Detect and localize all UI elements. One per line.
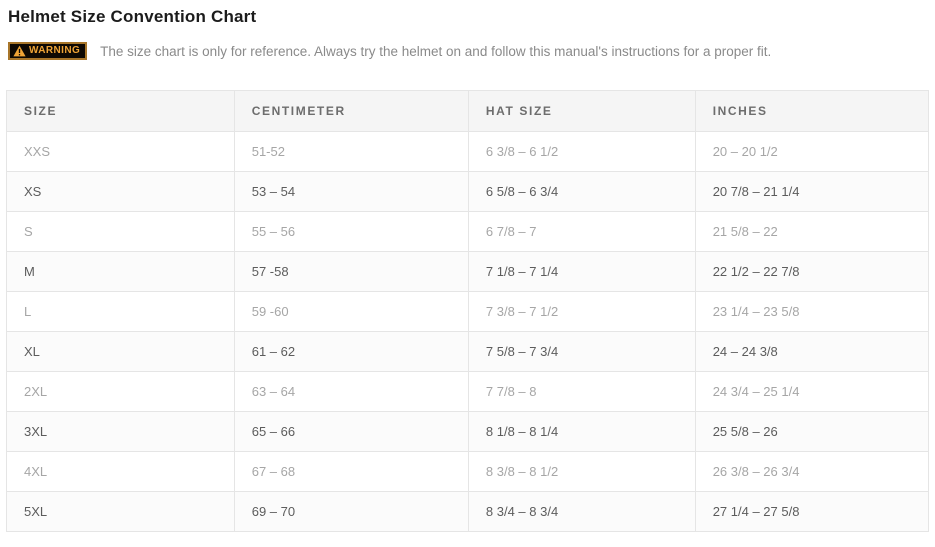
table-cell: 6 7/8 – 7 [467, 211, 696, 252]
table-row: XS 53 – 54 6 5/8 – 6 3/4 20 7/8 – 21 1/4 [6, 171, 930, 212]
table-cell: 8 3/4 – 8 3/4 [467, 491, 696, 532]
column-header: SIZE [6, 90, 235, 132]
table-cell: 63 – 64 [233, 371, 469, 412]
warning-triangle-icon [13, 45, 26, 57]
table-cell: 8 3/8 – 8 1/2 [467, 451, 696, 492]
table-cell: 23 1/4 – 23 5/8 [694, 291, 930, 332]
table-row: M 57 -58 7 1/8 – 7 1/4 22 1/2 – 22 7/8 [6, 251, 930, 292]
table-row: 5XL 69 – 70 8 3/4 – 8 3/4 27 1/4 – 27 5/8 [6, 491, 930, 532]
page-title: Helmet Size Convention Chart [8, 7, 257, 26]
warning-badge: WARNING [8, 42, 88, 60]
table-body: XXS 51-52 6 3/8 – 6 1/2 20 – 20 1/2 XS 53 – 5… [6, 131, 930, 532]
table-row: 3XL 65 – 66 8 1/8 – 8 1/4 25 5/8 – 26 [6, 411, 930, 452]
warning-banner: WARNING The size chart is only for refer… [8, 42, 935, 60]
table-cell: 20 7/8 – 21 1/4 [694, 171, 930, 212]
table-cell: 24 – 24 3/8 [694, 331, 930, 372]
table-cell: 7 1/8 – 7 1/4 [467, 251, 696, 292]
table-cell: 22 1/2 – 22 7/8 [694, 251, 930, 292]
size-cell: 4XL [6, 451, 235, 492]
warning-badge-label: WARNING [29, 45, 81, 56]
table-cell: 6 5/8 – 6 3/4 [467, 171, 696, 212]
size-cell: 2XL [6, 371, 235, 412]
size-cell: S [6, 211, 235, 252]
page: Helmet Size Convention Chart WARNING The… [0, 7, 935, 547]
table-cell: 25 5/8 – 26 [694, 411, 930, 452]
table-row: XL 61 – 62 7 5/8 – 7 3/4 24 – 24 3/8 [6, 331, 930, 372]
table-row: S 55 – 56 6 7/8 – 7 21 5/8 – 22 [6, 211, 930, 252]
warning-text: The size chart is only for reference. Al… [100, 43, 772, 59]
size-cell: 5XL [6, 491, 235, 532]
table-cell: 27 1/4 – 27 5/8 [694, 491, 930, 532]
table-cell: 69 – 70 [233, 491, 469, 532]
table-cell: 7 3/8 – 7 1/2 [467, 291, 696, 332]
size-cell: XL [6, 331, 235, 372]
table-cell: 8 1/8 – 8 1/4 [467, 411, 696, 452]
table-cell: 7 7/8 – 8 [467, 371, 696, 412]
column-header: HAT SIZE [467, 90, 696, 132]
table-row: 2XL 63 – 64 7 7/8 – 8 24 3/4 – 25 1/4 [6, 371, 930, 412]
table-cell: 57 -58 [233, 251, 469, 292]
size-cell: 3XL [6, 411, 235, 452]
table-cell: 6 3/8 – 6 1/2 [467, 131, 696, 172]
table-cell: 26 3/8 – 26 3/4 [694, 451, 930, 492]
table-cell: 53 – 54 [233, 171, 469, 212]
table-row: XXS 51-52 6 3/8 – 6 1/2 20 – 20 1/2 [6, 131, 930, 172]
size-chart-table: SIZE CENTIMETER HAT SIZE INCHES XXS 51-52 6 3… [6, 90, 930, 532]
table-cell: 24 3/4 – 25 1/4 [694, 371, 930, 412]
table-cell: 55 – 56 [233, 211, 469, 252]
table-row: L 59 -60 7 3/8 – 7 1/2 23 1/4 – 23 5/8 [6, 291, 930, 332]
size-cell: M [6, 251, 235, 292]
size-cell: L [6, 291, 235, 332]
column-header: INCHES [694, 90, 930, 132]
table-cell: 7 5/8 – 7 3/4 [467, 331, 696, 372]
table-cell: 59 -60 [233, 291, 469, 332]
table-cell: 20 – 20 1/2 [694, 131, 930, 172]
table-cell: 61 – 62 [233, 331, 469, 372]
table-cell: 21 5/8 – 22 [694, 211, 930, 252]
header-row: SIZE CENTIMETER HAT SIZE INCHES [6, 90, 930, 132]
table-cell: 67 – 68 [233, 451, 469, 492]
size-cell: XS [6, 171, 235, 212]
table-cell: 51-52 [233, 131, 469, 172]
column-header: CENTIMETER [233, 90, 469, 132]
table-row: 4XL 67 – 68 8 3/8 – 8 1/2 26 3/8 – 26 3/4 [6, 451, 930, 492]
size-cell: XXS [6, 131, 235, 172]
table-cell: 65 – 66 [233, 411, 469, 452]
